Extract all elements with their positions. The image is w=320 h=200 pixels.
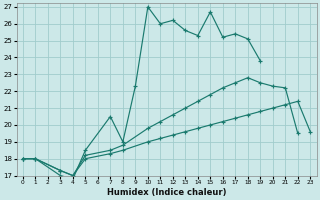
X-axis label: Humidex (Indice chaleur): Humidex (Indice chaleur) (107, 188, 226, 197)
